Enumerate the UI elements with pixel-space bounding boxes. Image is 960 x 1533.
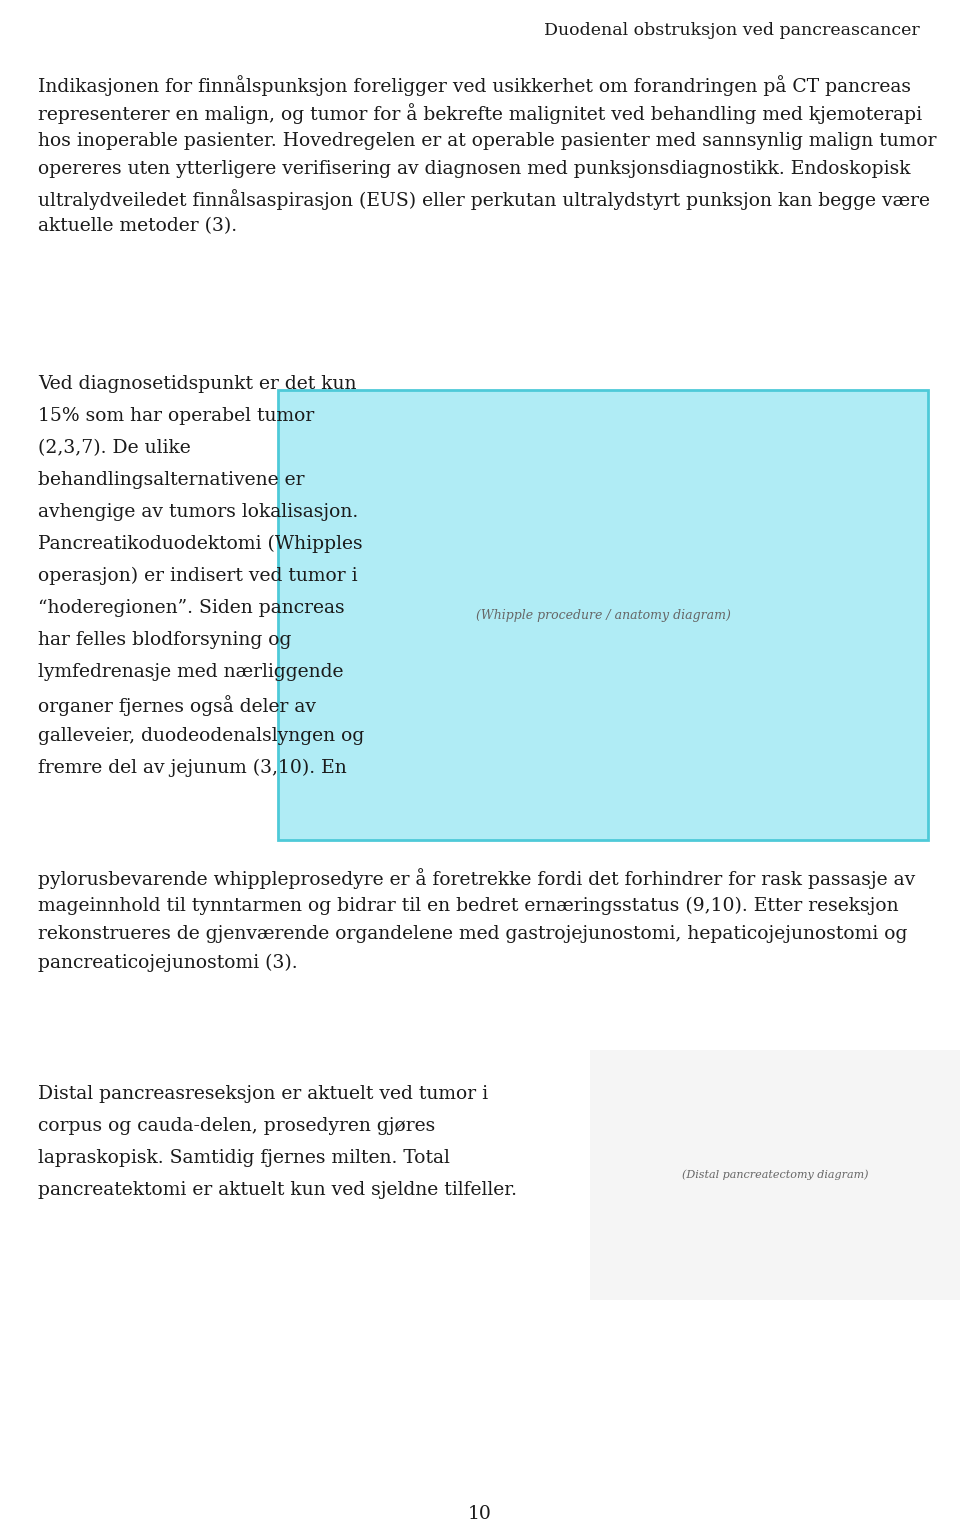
Text: opereres uten ytterligere verifisering av diagnosen med punksjonsdiagnostikk. En: opereres uten ytterligere verifisering a…: [38, 161, 910, 178]
Text: (Whipple procedure / anatomy diagram): (Whipple procedure / anatomy diagram): [475, 609, 731, 621]
Text: Distal pancreasreseksjon er aktuelt ved tumor i: Distal pancreasreseksjon er aktuelt ved …: [38, 1085, 488, 1104]
Text: representerer en malign, og tumor for å bekrefte malignitet ved behandling med k: representerer en malign, og tumor for å …: [38, 104, 923, 124]
Bar: [590, 1050, 960, 1300]
Text: 15% som har operabel tumor: 15% som har operabel tumor: [38, 406, 314, 425]
Text: Ved diagnosetidspunkt er det kun: Ved diagnosetidspunkt er det kun: [38, 376, 356, 392]
Text: galleveier, duodeodenalslyngen og: galleveier, duodeodenalslyngen og: [38, 727, 364, 745]
Bar: [278, 389, 928, 840]
Text: pylorusbevarende whippleprosedyre er å foretrekke fordi det forhindrer for rask : pylorusbevarende whippleprosedyre er å f…: [38, 868, 915, 889]
Text: mageinnhold til tynntarmen og bidrar til en bedret ernæringsstatus (9,10). Etter: mageinnhold til tynntarmen og bidrar til…: [38, 897, 899, 915]
Text: hos inoperable pasienter. Hovedregelen er at operable pasienter med sannsynlig m: hos inoperable pasienter. Hovedregelen e…: [38, 132, 937, 150]
Text: corpus og cauda-delen, prosedyren gjøres: corpus og cauda-delen, prosedyren gjøres: [38, 1118, 435, 1134]
Text: (Distal pancreatectomy diagram): (Distal pancreatectomy diagram): [682, 1170, 868, 1180]
Text: Pancreatikoduodektomi (Whipples: Pancreatikoduodektomi (Whipples: [38, 535, 363, 553]
Text: avhengige av tumors lokalisasjon.: avhengige av tumors lokalisasjon.: [38, 503, 358, 521]
Text: organer fjernes også deler av: organer fjernes også deler av: [38, 694, 316, 716]
Text: lymfedrenasje med nærliggende: lymfedrenasje med nærliggende: [38, 662, 344, 681]
Text: ultralydveiledet finnålsaspirasjon (EUS) eller perkutan ultralydstyrt punksjon k: ultralydveiledet finnålsaspirasjon (EUS)…: [38, 189, 930, 210]
Text: behandlingsalternativene er: behandlingsalternativene er: [38, 471, 304, 489]
Text: aktuelle metoder (3).: aktuelle metoder (3).: [38, 218, 237, 236]
Text: Duodenal obstruksjon ved pancreascancer: Duodenal obstruksjon ved pancreascancer: [544, 21, 920, 38]
Text: “hoderegionen”. Siden pancreas: “hoderegionen”. Siden pancreas: [38, 599, 345, 616]
Text: operasjon) er indisert ved tumor i: operasjon) er indisert ved tumor i: [38, 567, 358, 586]
Text: (2,3,7). De ulike: (2,3,7). De ulike: [38, 438, 191, 457]
Text: Indikasjonen for finnålspunksjon foreligger ved usikkerhet om forandringen på CT: Indikasjonen for finnålspunksjon forelig…: [38, 75, 911, 97]
Text: har felles blodforsyning og: har felles blodforsyning og: [38, 632, 292, 648]
Text: fremre del av jejunum (3,10). En: fremre del av jejunum (3,10). En: [38, 759, 347, 777]
Text: pancreaticojejunostomi (3).: pancreaticojejunostomi (3).: [38, 954, 298, 972]
Text: 10: 10: [468, 1505, 492, 1522]
Text: lapraskopisk. Samtidig fjernes milten. Total: lapraskopisk. Samtidig fjernes milten. T…: [38, 1150, 450, 1167]
Text: rekonstrueres de gjenværende organdelene med gastrojejunostomi, hepaticojejunost: rekonstrueres de gjenværende organdelene…: [38, 924, 907, 943]
Text: pancreatektomi er aktuelt kun ved sjeldne tilfeller.: pancreatektomi er aktuelt kun ved sjeldn…: [38, 1180, 517, 1199]
